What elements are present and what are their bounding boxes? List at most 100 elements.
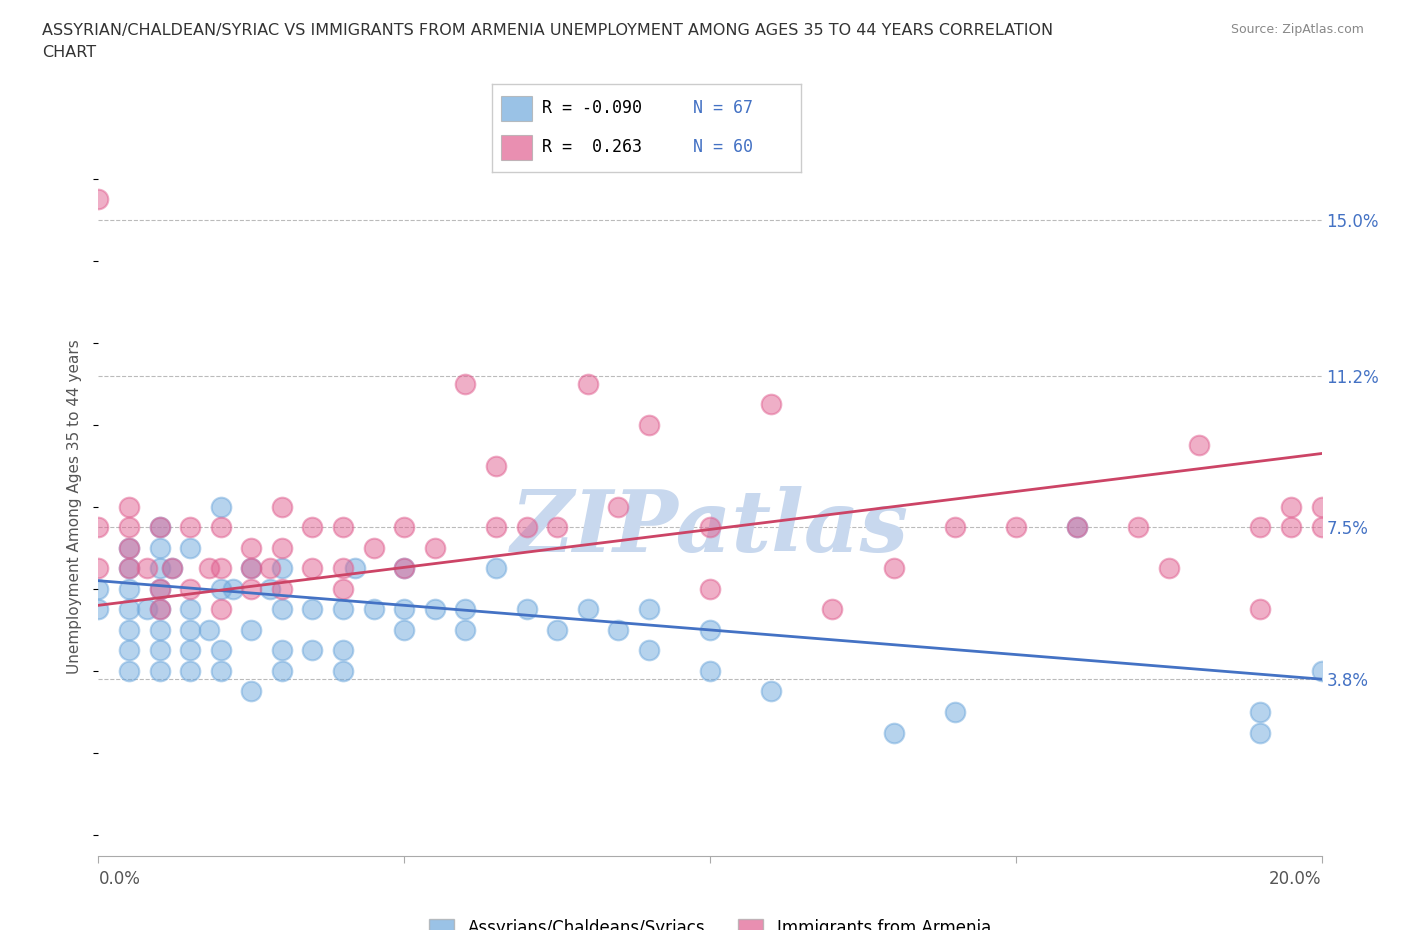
Point [87,581,110,596]
Point [270,561,292,576]
Point [485,458,508,473]
Point [332,663,354,678]
Point [87,89,110,104]
Point [1249,705,1271,720]
Point [259,561,281,576]
Point [943,520,966,535]
Point [576,377,599,392]
Point [1128,520,1150,535]
Text: Source: ZipAtlas.com: Source: ZipAtlas.com [1230,23,1364,36]
Point [699,581,721,596]
Point [454,377,477,392]
Point [454,602,477,617]
Text: R = -0.090: R = -0.090 [541,100,641,117]
Point [332,581,354,596]
Point [301,643,323,658]
Point [209,581,232,596]
Point [1249,520,1271,535]
Point [1249,602,1271,617]
Point [270,540,292,555]
Point [821,602,844,617]
Point [759,684,782,699]
Point [1279,499,1302,514]
Point [883,561,905,576]
Point [179,581,201,596]
Point [423,540,446,555]
Point [485,520,508,535]
Point [1188,438,1211,453]
Text: N = 67: N = 67 [693,100,754,117]
Point [179,643,201,658]
Text: ASSYRIAN/CHALDEAN/SYRIAC VS IMMIGRANTS FROM ARMENIA UNEMPLOYMENT AMONG AGES 35 T: ASSYRIAN/CHALDEAN/SYRIAC VS IMMIGRANTS F… [42,23,1053,38]
Point [1310,520,1333,535]
Point [118,602,141,617]
Point [301,561,323,576]
Point [118,561,141,576]
Point [392,561,416,576]
Point [1157,561,1180,576]
Point [118,520,141,535]
Point [516,602,538,617]
Point [270,499,292,514]
Point [149,581,172,596]
Point [943,705,966,720]
Point [118,540,141,555]
Point [179,540,201,555]
Point [209,643,232,658]
Point [149,561,172,576]
Text: 0.0%: 0.0% [98,870,141,887]
Point [699,520,721,535]
Point [240,561,263,576]
Point [454,622,477,637]
Point [637,643,661,658]
Point [197,622,219,637]
Point [392,602,416,617]
Point [149,602,172,617]
Point [699,622,721,637]
Point [118,622,141,637]
Point [332,643,354,658]
Point [87,602,110,617]
Text: R =  0.263: R = 0.263 [541,139,641,156]
Point [149,540,172,555]
Point [1004,520,1026,535]
Point [576,602,599,617]
Point [270,643,292,658]
Point [87,192,110,206]
Point [1066,520,1088,535]
Point [87,561,110,576]
Point [516,520,538,535]
Point [270,602,292,617]
Point [392,561,416,576]
Y-axis label: Unemployment Among Ages 35 to 44 years: Unemployment Among Ages 35 to 44 years [67,339,83,674]
Point [136,602,159,617]
Point [149,602,172,617]
Point [301,520,323,535]
Point [149,520,172,535]
Point [160,561,183,576]
Point [240,684,263,699]
Point [209,561,232,576]
Point [392,520,416,535]
Point [546,520,568,535]
Point [344,561,367,576]
Point [607,622,630,637]
Text: 20.0%: 20.0% [1270,870,1322,887]
Point [332,602,354,617]
Point [1279,520,1302,535]
Point [209,499,232,514]
Point [118,663,141,678]
Point [209,520,232,535]
Point [179,602,201,617]
Point [259,581,281,596]
Point [1310,663,1333,678]
Point [209,602,232,617]
Text: N = 60: N = 60 [693,139,754,156]
Legend: Assyrians/Chaldeans/Syriacs, Immigrants from Armenia: Assyrians/Chaldeans/Syriacs, Immigrants … [420,910,1000,930]
Point [546,622,568,637]
Point [363,602,385,617]
Point [332,561,354,576]
Bar [502,135,533,160]
Point [699,663,721,678]
Point [637,602,661,617]
